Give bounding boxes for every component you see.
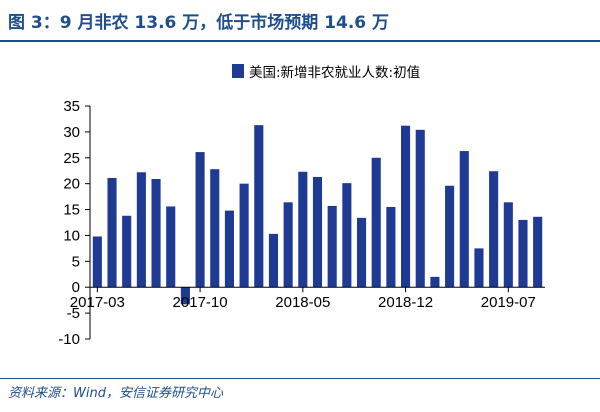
bar-2018-08	[342, 183, 352, 288]
bar-2019-06	[489, 171, 499, 288]
bar-2017-12	[224, 210, 234, 288]
x-tick-label: 2018-12	[378, 294, 433, 311]
bar-2019-08	[518, 219, 528, 288]
bar-2017-11	[210, 169, 220, 288]
y-axis: -10 -5 0 5 10 15 20 25 30 35	[58, 98, 91, 348]
bar-2018-05	[298, 171, 308, 288]
y-tick-label: 10	[63, 227, 80, 244]
y-tick-label: 0	[72, 279, 80, 296]
bar-2019-04	[459, 151, 469, 288]
x-tick-label: 2017-10	[173, 294, 228, 311]
bar-2018-06	[312, 176, 323, 288]
x-axis: 2017-03 2017-10 2018-05 2018-12 2019-07	[70, 286, 545, 311]
bar-2018-10	[371, 157, 381, 288]
bar-2018-07	[327, 205, 337, 288]
bar-2017-05	[122, 215, 132, 288]
legend-label: 美国:新增非农就业人数:初值	[249, 65, 421, 81]
chart-legend: 美国:新增非农就业人数:初值	[232, 59, 420, 83]
bar-2018-09	[356, 217, 367, 288]
bar-2018-04	[283, 202, 293, 288]
bar-2018-12	[401, 125, 411, 288]
bar-2019-09	[533, 216, 543, 288]
bar-2018-02	[254, 125, 264, 288]
x-tick-label: 2019-07	[481, 294, 536, 311]
bar-2017-06	[136, 172, 146, 288]
bar-2019-03	[445, 185, 455, 288]
bar-2017-03	[92, 236, 102, 288]
source-note: 资料来源：Wind，安信证券研究中心	[8, 386, 223, 401]
bar-2019-07	[503, 202, 513, 288]
y-tick-label: 15	[63, 202, 80, 219]
y-tick-label: 30	[63, 124, 80, 141]
bar-2018-11	[386, 206, 396, 288]
bar-2019-01	[415, 129, 425, 288]
y-tick-label: 5	[72, 253, 80, 270]
bars	[92, 125, 543, 305]
y-tick-label: 20	[63, 176, 80, 193]
bar-2019-02	[430, 276, 440, 288]
y-tick-label: -10	[58, 331, 80, 348]
figure-title: 图 3：9 月非农 13.6 万，低于市场预期 14.6 万	[8, 13, 390, 33]
bar-2018-03	[268, 233, 279, 288]
bar-2017-08	[166, 206, 176, 288]
title-rule	[0, 40, 600, 42]
y-tick-label: 25	[63, 150, 80, 167]
legend-swatch	[232, 64, 244, 78]
bar-2017-07	[151, 179, 161, 288]
bar-2019-05	[474, 248, 484, 288]
x-tick-label: 2018-05	[275, 294, 330, 311]
bar-2018-01	[239, 183, 249, 288]
bar-2017-04	[107, 177, 117, 288]
y-tick-label: 35	[63, 98, 80, 115]
x-tick-label: 2017-03	[70, 294, 125, 311]
bar-2017-09	[180, 287, 190, 305]
source-rule	[0, 378, 600, 379]
y-tick-label: -5	[67, 305, 80, 322]
bar-chart: -10 -5 0 5 10 15 20 25 30 35 2017-03 2017-10 2018-0…	[58, 98, 545, 348]
bar-2017-10	[195, 152, 205, 288]
